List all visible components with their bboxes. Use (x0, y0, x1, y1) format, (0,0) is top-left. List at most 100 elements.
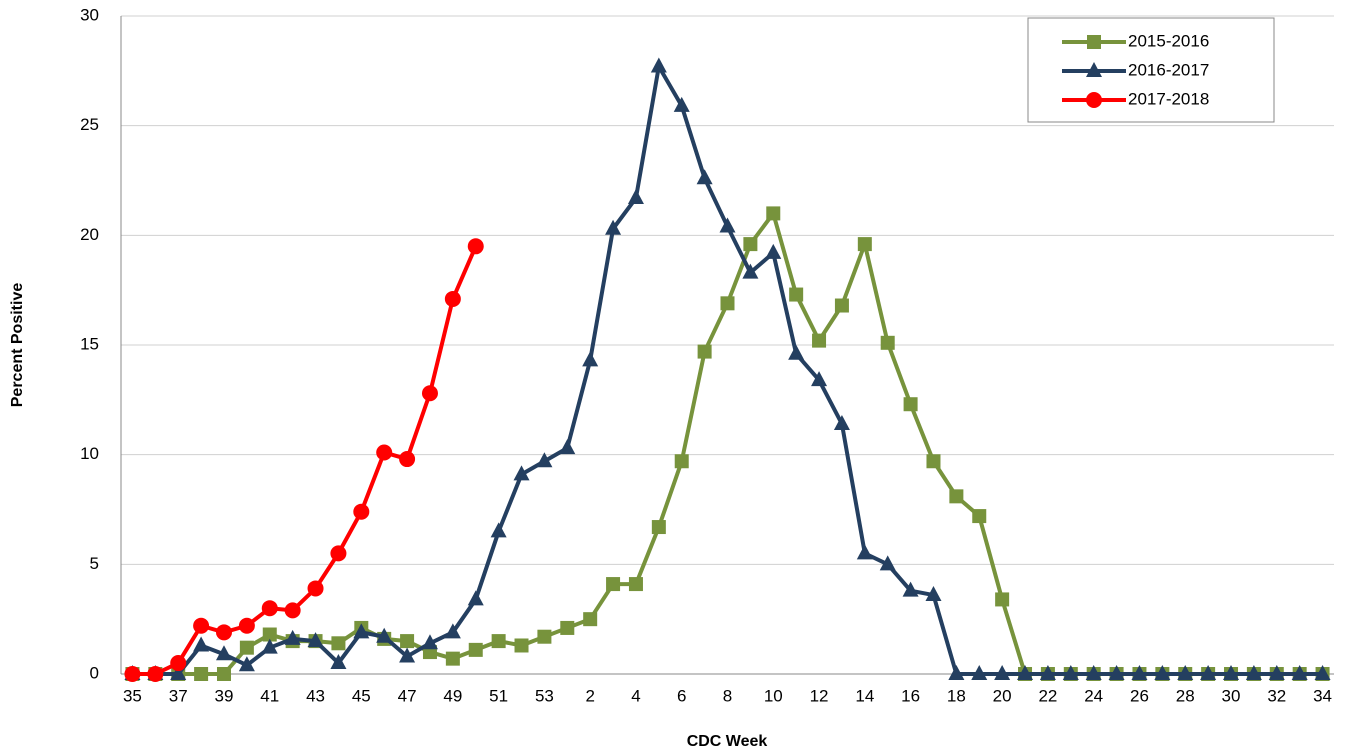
y-tick-label: 30 (80, 5, 99, 24)
x-tick-label: 8 (723, 686, 732, 705)
y-tick-label: 5 (90, 554, 99, 573)
marker (697, 344, 712, 359)
marker (789, 287, 804, 302)
x-tick-label: 26 (1130, 686, 1149, 705)
marker (468, 642, 483, 657)
marker (215, 624, 232, 641)
marker (421, 634, 438, 650)
marker (353, 623, 370, 639)
marker (559, 439, 576, 455)
marker (1154, 665, 1171, 680)
marker (857, 237, 872, 252)
marker (582, 351, 599, 367)
x-tick-label: 20 (993, 686, 1012, 705)
marker (673, 96, 690, 112)
series-line (132, 211, 1323, 676)
marker (331, 636, 346, 651)
marker (330, 545, 347, 562)
marker (399, 451, 416, 468)
x-tick-label: 30 (1222, 686, 1241, 705)
marker (788, 344, 805, 360)
marker (513, 465, 530, 481)
marker (194, 667, 209, 681)
marker (650, 57, 667, 73)
marker (925, 586, 942, 602)
marker (284, 602, 301, 619)
marker (216, 667, 231, 681)
x-tick-label: 34 (1313, 686, 1332, 705)
marker (307, 632, 324, 648)
marker (879, 555, 896, 571)
marker (1087, 35, 1101, 49)
marker (583, 612, 598, 627)
marker (1131, 665, 1148, 680)
x-tick-label: 41 (260, 686, 279, 705)
marker (720, 296, 735, 311)
marker (674, 454, 689, 469)
marker (170, 655, 187, 672)
y-axis-label: Percent Positive (9, 283, 26, 408)
marker (1039, 665, 1056, 680)
marker (1314, 665, 1331, 680)
marker (147, 666, 164, 682)
marker (467, 590, 484, 606)
x-tick-label: 10 (764, 686, 783, 705)
x-tick-label: 4 (631, 686, 640, 705)
marker (490, 522, 507, 538)
marker (1086, 62, 1102, 77)
x-tick-label: 18 (947, 686, 966, 705)
x-tick-label: 51 (489, 686, 508, 705)
marker (1268, 665, 1285, 680)
marker (399, 647, 416, 663)
marker (834, 298, 849, 313)
x-tick-label: 6 (677, 686, 686, 705)
marker (1017, 665, 1034, 680)
marker (949, 489, 964, 504)
x-tick-label: 32 (1267, 686, 1286, 705)
x-tick-label: 22 (1038, 686, 1057, 705)
legend-label: 2016-2017 (1128, 60, 1209, 79)
marker (651, 520, 666, 535)
marker (972, 509, 987, 524)
x-tick-label: 45 (352, 686, 371, 705)
marker (330, 654, 347, 670)
marker (376, 627, 393, 643)
legend-label: 2017-2018 (1128, 89, 1209, 108)
y-tick-label: 20 (80, 225, 99, 244)
legend: 2015-2016 2016-2017 2017-2018 (1027, 17, 1275, 123)
marker (307, 580, 324, 597)
x-tick-label: 14 (855, 686, 874, 705)
marker (421, 385, 438, 402)
x-tick-label: 39 (215, 686, 234, 705)
marker (605, 219, 622, 235)
marker (926, 454, 941, 469)
marker (261, 638, 278, 654)
y-tick-label: 10 (80, 444, 99, 463)
marker (536, 452, 553, 468)
marker (811, 371, 828, 387)
marker (856, 544, 873, 560)
marker (238, 617, 255, 634)
marker (537, 629, 552, 644)
marker (193, 636, 210, 652)
x-tick-label: 49 (443, 686, 462, 705)
marker (353, 503, 370, 520)
marker (261, 600, 278, 617)
marker (1291, 665, 1308, 680)
marker (400, 634, 415, 649)
marker (833, 414, 850, 430)
marker (995, 592, 1010, 607)
marker (696, 169, 713, 185)
marker (880, 335, 895, 350)
marker (238, 656, 255, 672)
x-tick-label: 37 (169, 686, 188, 705)
x-tick-label: 53 (535, 686, 554, 705)
marker (902, 581, 919, 597)
marker (444, 290, 461, 307)
marker (193, 617, 210, 634)
marker (1062, 665, 1079, 680)
x-tick-label: 43 (306, 686, 325, 705)
x-tick-label: 35 (123, 686, 142, 705)
x-tick-label: 47 (398, 686, 417, 705)
